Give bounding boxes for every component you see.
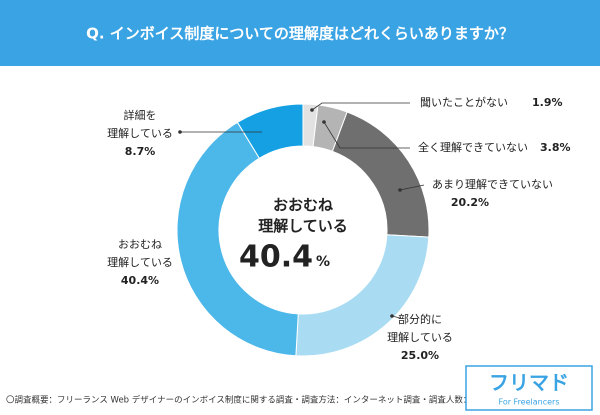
category-label: 聞いたことがない	[420, 95, 508, 109]
footnote: 〇調査概要：フリーランス Web デザイナーのインボイス制度に関する調査・調査方…	[6, 395, 499, 406]
center-unit: %	[316, 254, 330, 270]
leader-dot	[322, 120, 326, 124]
leader-dot	[398, 188, 402, 192]
category-label: おおむね理解している	[107, 238, 173, 269]
category-label: 詳細を理解している	[107, 108, 173, 140]
leader-line	[311, 102, 410, 111]
title-banner	[0, 0, 600, 66]
value-label: 1.9%	[532, 96, 563, 109]
value-label: 40.4%	[121, 274, 159, 287]
leader-dot	[178, 130, 182, 134]
logo-box	[465, 365, 593, 411]
category-label: 全く理解できていない	[418, 140, 528, 154]
donut-segment	[236, 103, 304, 159]
category-label: 部分的に理解している	[387, 312, 453, 344]
value-label: 25.0%	[401, 349, 439, 362]
value-label: 3.8%	[540, 141, 571, 154]
center-label: おおむね理解している	[258, 196, 348, 235]
logo-tagline: For Freelancers	[499, 398, 560, 407]
chart-title: Q. インボイス制度についての理解度はどれくらいありますか？	[86, 25, 514, 43]
center-value: 40.4	[239, 240, 313, 275]
value-label: 8.7%	[125, 145, 156, 158]
leader-dot	[390, 314, 394, 318]
donut-segment	[176, 121, 299, 357]
value-label: 20.2%	[451, 196, 489, 209]
leader-line	[323, 121, 410, 149]
logo-name: フリマド	[489, 371, 569, 395]
category-label: あまり理解できていない	[432, 177, 553, 191]
leader-dot	[310, 108, 314, 112]
leader-line	[399, 184, 425, 191]
